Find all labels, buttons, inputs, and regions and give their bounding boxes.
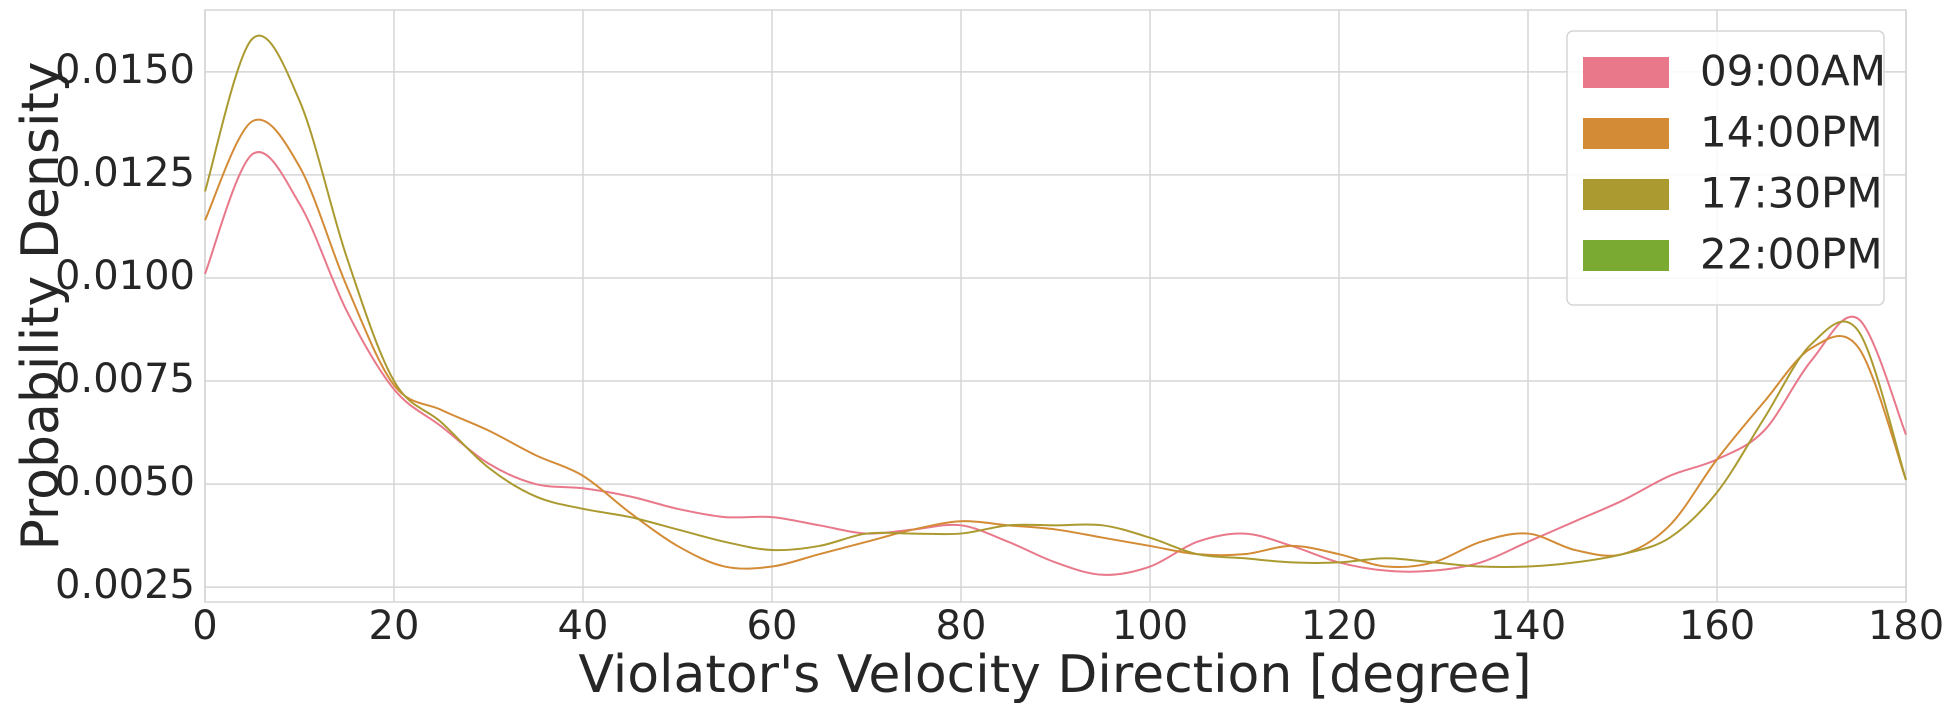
- x-tick-label: 80: [936, 603, 987, 649]
- x-tick-label: 60: [747, 603, 798, 649]
- legend-swatch: [1583, 118, 1669, 149]
- y-tick-label: 0.0025: [55, 562, 195, 608]
- legend-label: 22:00PM: [1700, 230, 1883, 279]
- x-axis-label: Violator's Velocity Direction [degree]: [578, 645, 1531, 705]
- y-tick-label: 0.0075: [55, 356, 195, 402]
- y-axis-label: Probability Density: [11, 61, 71, 550]
- legend-label: 14:00PM: [1700, 108, 1883, 157]
- legend-swatch: [1583, 240, 1669, 271]
- legend-swatch: [1583, 179, 1669, 210]
- x-tick-label: 40: [558, 603, 609, 649]
- legend-label: 17:30PM: [1700, 169, 1883, 218]
- x-tick-label: 120: [1301, 603, 1377, 649]
- x-tick-label: 180: [1868, 603, 1944, 649]
- y-tick-label: 0.0050: [55, 459, 195, 505]
- legend-box: [1566, 30, 1885, 306]
- legend: 09:00AM 14:00PM 17:30PM 22:00PM: [1566, 30, 1886, 306]
- y-tick-label: 0.0150: [55, 47, 195, 93]
- plot-frame: [204, 9, 1907, 603]
- density-line: [204, 151, 1907, 576]
- x-tick-label: 100: [1112, 603, 1188, 649]
- y-tick-label: 0.0100: [55, 253, 195, 299]
- x-tick-label: 0: [192, 603, 217, 649]
- legend-label: 09:00AM: [1700, 47, 1886, 96]
- x-tick-label: 140: [1490, 603, 1566, 649]
- legend-swatch: [1583, 57, 1669, 88]
- density-line: [204, 118, 1907, 570]
- x-tick-label: 160: [1679, 603, 1755, 649]
- x-tick-label: 20: [369, 603, 420, 649]
- density-line: [204, 34, 1907, 569]
- y-tick-label: 0.0125: [55, 150, 195, 196]
